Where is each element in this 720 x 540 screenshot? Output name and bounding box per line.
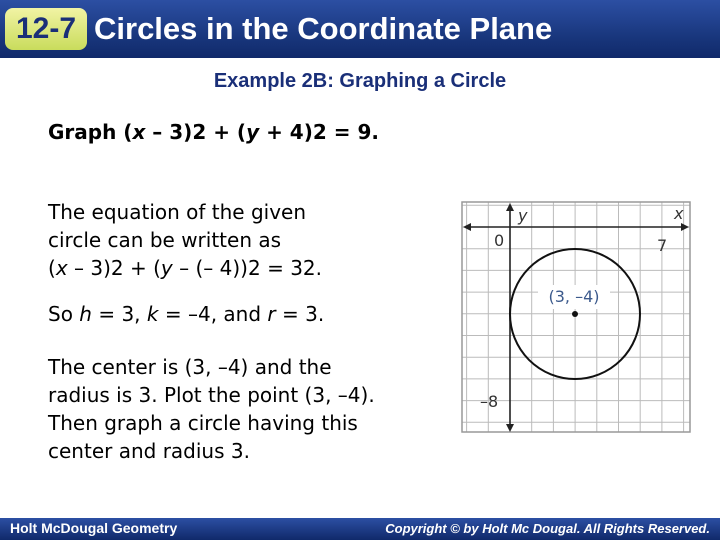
tick-label: –8 [480,392,498,411]
prompt: Graph (x – 3)2 + (y + 4)2 = 9. [48,120,379,144]
tick-label: 7 [657,236,667,255]
slide-title: Circles in the Coordinate Plane [94,11,553,46]
lesson-number: 12-7 [5,8,87,50]
center-point [572,311,578,317]
tick-label: 0 [494,231,504,250]
graph: (3, –4) y x 0 7 –8 [461,201,691,433]
example-title: Example 2B: Graphing a Circle [213,70,507,92]
axis-label: y [517,206,528,225]
copyright: Copyright © by Holt Mc Dougal. All Right… [385,521,710,536]
paragraph: The equation of the given circle can be w… [48,200,323,280]
circle [509,248,641,380]
label-background [538,285,610,309]
graph-frame [461,201,691,433]
footer-bar [0,518,720,540]
paragraph: So h = 3, k = –4, and r = 3. [48,302,325,326]
footer-text: Holt McDougal Geometry [10,520,178,536]
paragraph: The center is (3, –4) and the radius is 3… [48,355,375,463]
axis-label: x [673,204,684,223]
center-label: (3, –4) [548,287,599,306]
header-banner [0,0,720,58]
